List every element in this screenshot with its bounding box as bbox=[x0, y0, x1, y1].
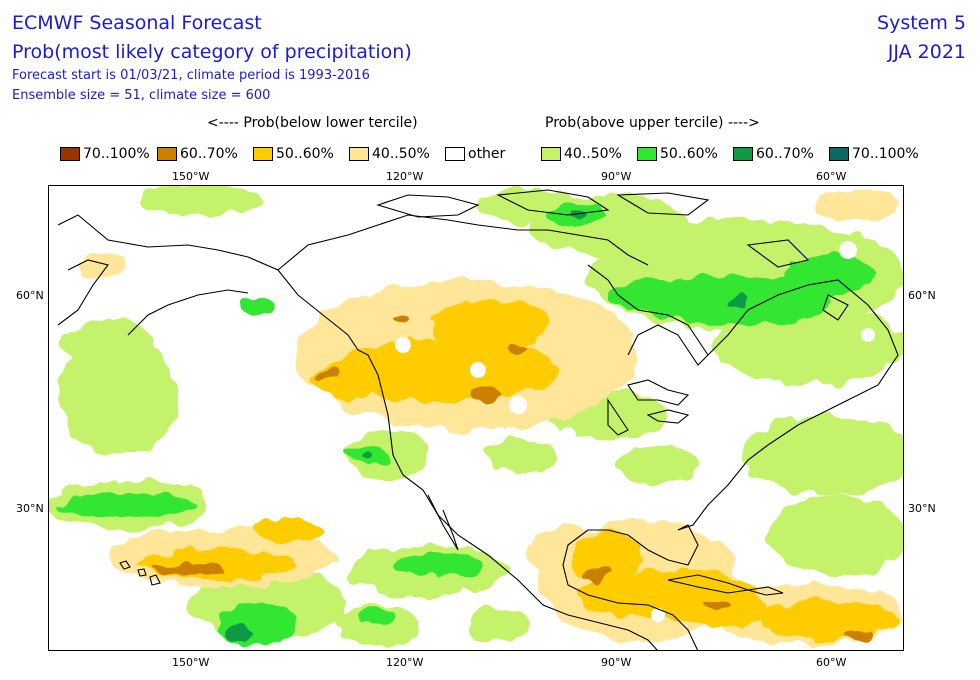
legend-swatch bbox=[829, 147, 849, 161]
coastlines bbox=[57, 189, 899, 652]
lon-label-bottom-150w: 150°W bbox=[172, 656, 210, 669]
legend-below-heading: <---- Prob(below lower tercile) bbox=[207, 115, 418, 131]
below-60-region bbox=[153, 315, 873, 640]
legend-item-below-50: 50..60% bbox=[253, 145, 334, 163]
system-label: System 5 bbox=[877, 12, 966, 34]
lon-label-top-90w: 90°W bbox=[601, 170, 632, 183]
lon-label-top-150w: 150°W bbox=[172, 170, 210, 183]
legend-swatch bbox=[349, 147, 369, 161]
legend-item-below-60: 60..70% bbox=[157, 145, 238, 163]
probability-shading bbox=[48, 185, 913, 647]
lat-label-right-60n: 60°N bbox=[908, 289, 936, 302]
lat-label-right-30n: 30°N bbox=[908, 502, 936, 515]
map-frame bbox=[48, 185, 904, 651]
legend-label: 60..70% bbox=[180, 146, 238, 162]
legend-item-above-60: 60..70% bbox=[733, 145, 814, 163]
lon-label-bottom-120w: 120°W bbox=[386, 656, 424, 669]
forecast-map bbox=[48, 185, 913, 652]
legend-label: other bbox=[468, 146, 506, 162]
lat-label-left-60n: 60°N bbox=[16, 289, 44, 302]
legend-swatch bbox=[733, 147, 753, 161]
legend-item-above-70: 70..100% bbox=[829, 145, 919, 163]
forecast-start-text: Forecast start is 01/03/21, climate peri… bbox=[12, 68, 370, 83]
lon-label-bottom-90w: 90°W bbox=[601, 656, 632, 669]
lat-label-left-30n: 30°N bbox=[16, 502, 44, 515]
legend-label: 50..60% bbox=[276, 146, 334, 162]
legend-label: 50..60% bbox=[660, 146, 718, 162]
legend-above-heading: Prob(above upper tercile) ----> bbox=[545, 115, 760, 131]
legend-item-above-40: 40..50% bbox=[541, 145, 622, 163]
lon-label-top-120w: 120°W bbox=[386, 170, 424, 183]
ensemble-size-text: Ensemble size = 51, climate size = 600 bbox=[12, 88, 271, 103]
lon-label-top-60w: 60°W bbox=[816, 170, 847, 183]
map-svg bbox=[48, 185, 913, 652]
chart-title: ECMWF Seasonal Forecast bbox=[12, 12, 262, 34]
season-label: JJA 2021 bbox=[887, 41, 966, 63]
legend-item-above-50: 50..60% bbox=[637, 145, 718, 163]
legend-swatch bbox=[637, 147, 657, 161]
legend-label: 70..100% bbox=[852, 146, 919, 162]
below-50-region bbox=[138, 300, 898, 640]
legend-swatch bbox=[541, 147, 561, 161]
legend-item-below-70: 70..100% bbox=[60, 145, 150, 163]
no-signal-holes bbox=[395, 241, 875, 622]
legend-item-below-40: 40..50% bbox=[349, 145, 430, 163]
chart-subtitle: Prob(most likely category of precipitati… bbox=[12, 41, 412, 63]
legend-swatch bbox=[60, 147, 80, 161]
lon-label-bottom-60w: 60°W bbox=[816, 656, 847, 669]
legend-item-other: other bbox=[445, 145, 505, 163]
legend-label: 40..50% bbox=[372, 146, 430, 162]
legend-label: 70..100% bbox=[83, 146, 150, 162]
legend-swatch bbox=[253, 147, 273, 161]
legend-swatch bbox=[445, 147, 465, 161]
legend-swatch bbox=[157, 147, 177, 161]
legend-label: 40..50% bbox=[564, 146, 622, 162]
legend-label: 60..70% bbox=[756, 146, 814, 162]
